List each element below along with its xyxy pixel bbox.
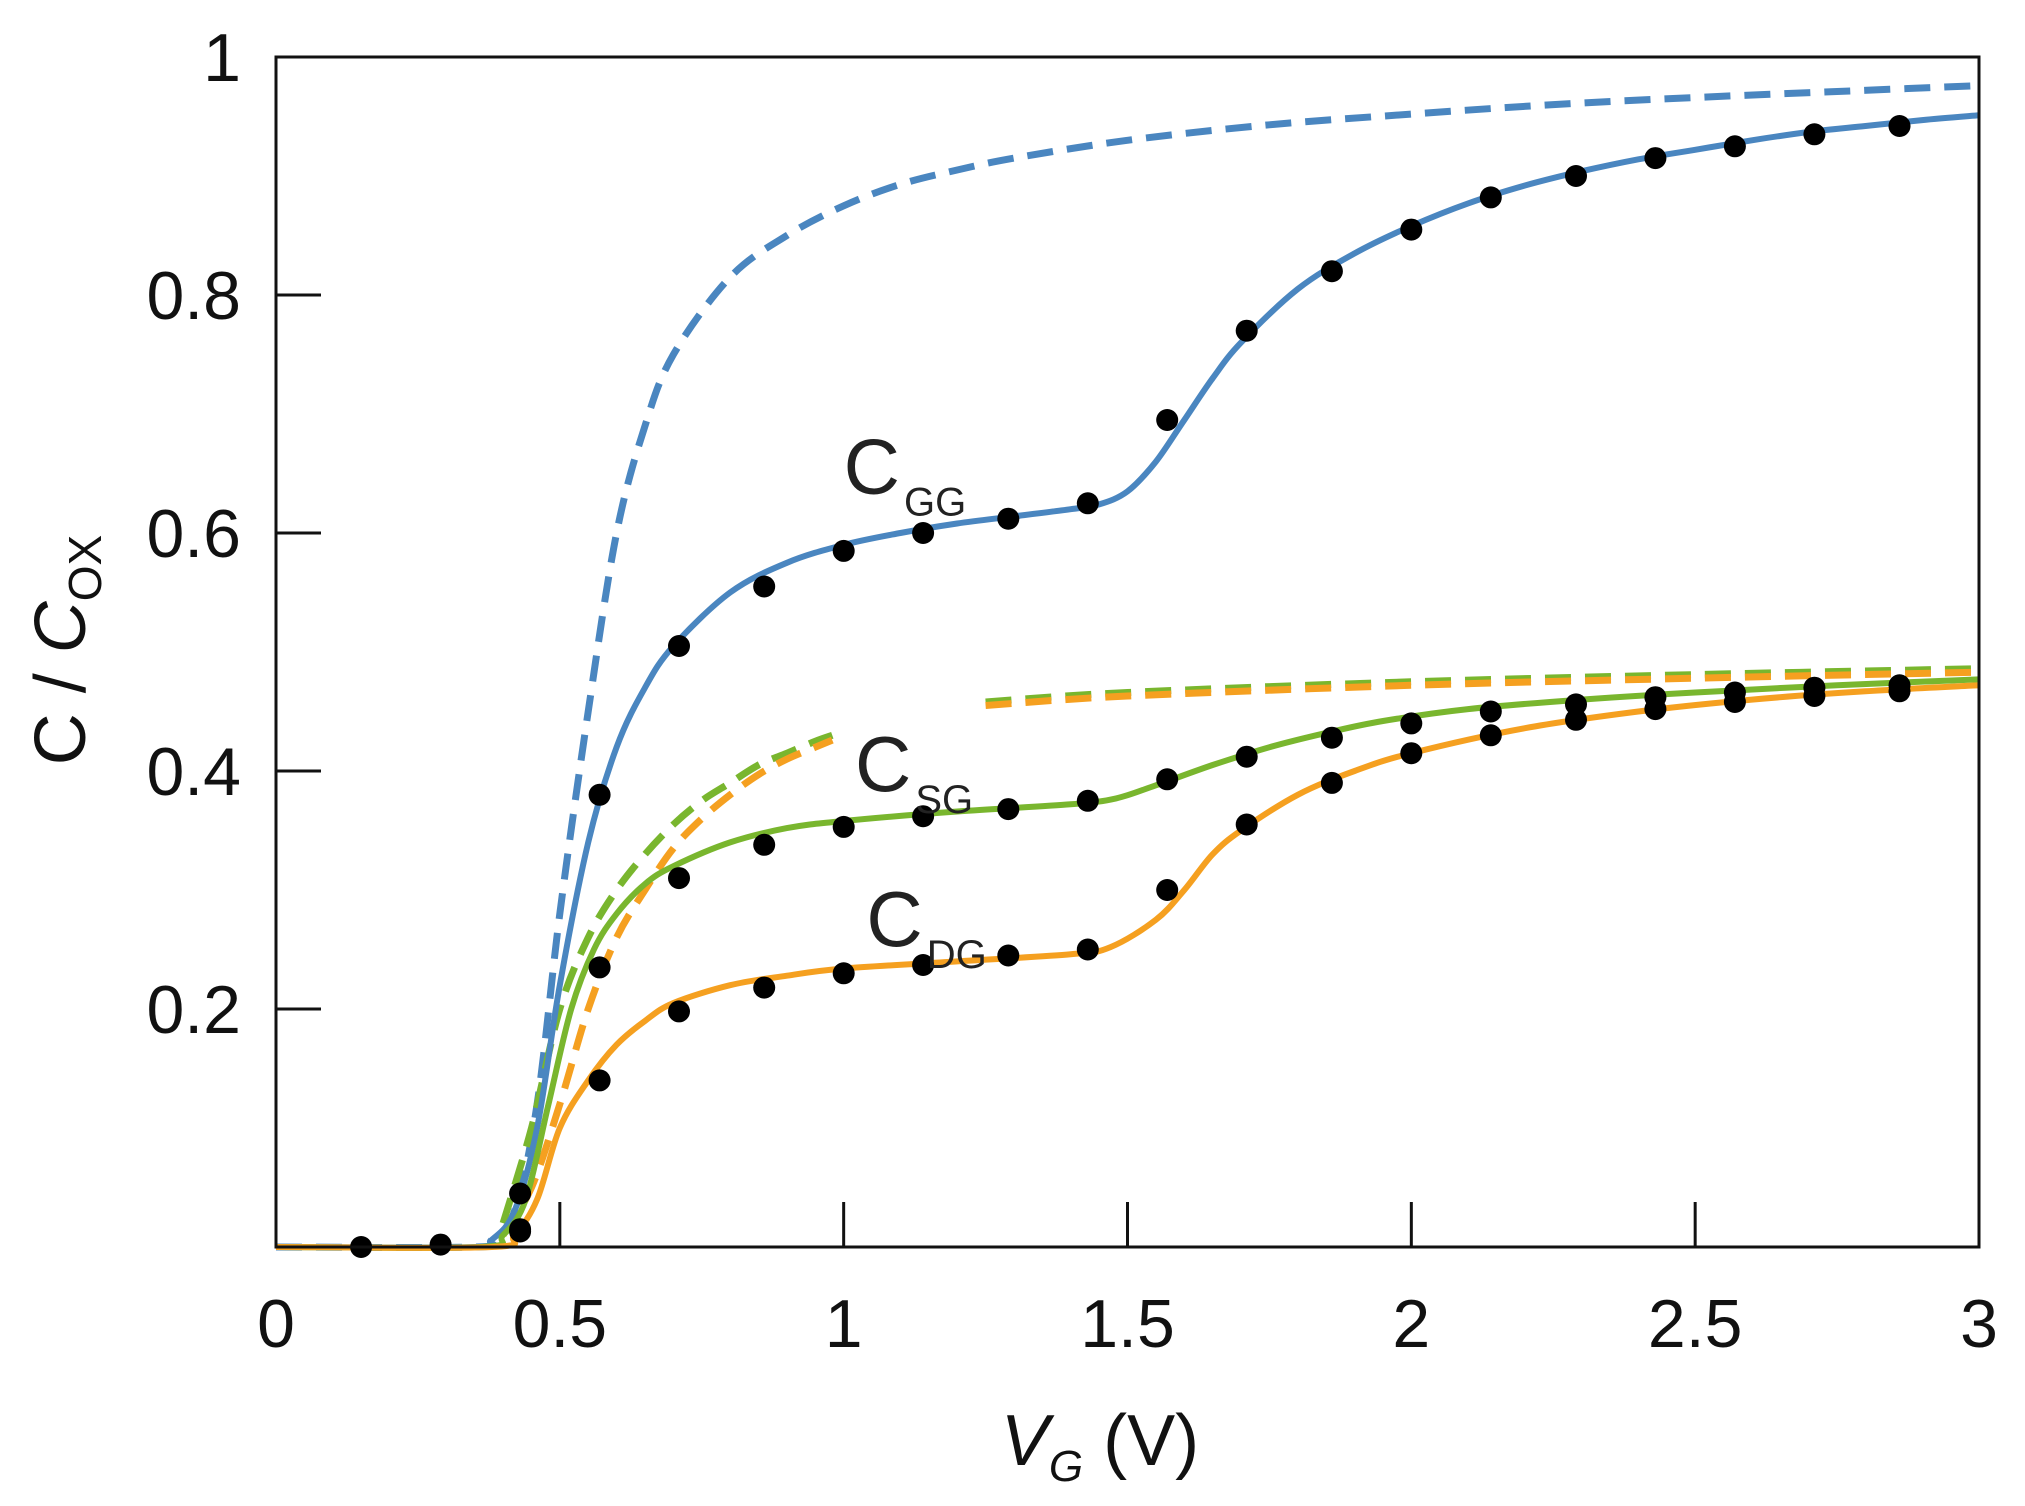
point-cgg-measured-12 xyxy=(1235,319,1258,342)
point-csg-measured-12 xyxy=(1400,712,1423,735)
point-cdg-measured-17 xyxy=(1803,685,1826,707)
point-csg-measured-13 xyxy=(1479,700,1502,723)
curve-annotations: C GGC SGC DG xyxy=(844,423,987,977)
y-tick-label-3: 0.8 xyxy=(146,258,241,334)
point-csg-measured-6 xyxy=(912,805,935,828)
x-axis-title: VG (V) xyxy=(1001,1401,1199,1491)
point-cdg-measured-11 xyxy=(1320,771,1343,794)
point-csg-measured-10 xyxy=(1235,745,1258,768)
curve-label-csg: C SG xyxy=(855,720,973,822)
point-cgg-measured-9 xyxy=(997,507,1020,530)
x-axis-title-space xyxy=(1083,1401,1103,1481)
point-cgg-measured-2 xyxy=(429,1233,452,1256)
point-cgg-measured-4 xyxy=(588,783,611,806)
curve-label-cgg: C GG xyxy=(844,423,967,525)
y-axis-title-sub: OX xyxy=(59,535,111,601)
point-cgg-measured-5 xyxy=(668,635,690,657)
x-tick-label-2: 1 xyxy=(825,1286,863,1362)
x-tick-label-4: 2 xyxy=(1392,1286,1430,1362)
point-csg-measured-9 xyxy=(1156,768,1179,791)
curve-label-main: C xyxy=(855,720,911,808)
point-cdg-measured-7 xyxy=(997,944,1020,967)
series-cdg-model-solid xyxy=(275,682,1980,1251)
point-csg-measured-7 xyxy=(997,798,1020,821)
x-tick-label-0: 0 xyxy=(257,1286,295,1362)
point-csg-measured-4 xyxy=(753,833,776,856)
y-axis: 0.2 0.4 0.6 0.8 1 xyxy=(146,20,321,1048)
y-tick-label-2: 0.6 xyxy=(146,496,241,572)
curve-label-main: C xyxy=(844,423,900,511)
series-cdg-dashed-segment-1 xyxy=(500,736,834,1237)
point-cgg-measured-15 xyxy=(1479,186,1502,209)
plot-area xyxy=(275,82,1980,1258)
point-cdg-measured-5 xyxy=(832,962,855,985)
point-cgg-measured-13 xyxy=(1320,260,1343,283)
point-cdg-measured-3 xyxy=(668,1000,690,1023)
x-axis-title-main: V xyxy=(1001,1401,1055,1481)
x-axis-title-sub: G xyxy=(1049,1442,1083,1491)
y-tick-label-4: 1 xyxy=(203,20,241,96)
point-cdg-measured-10 xyxy=(1235,813,1258,836)
series-cdg-dashed-segment-2 xyxy=(985,668,1980,709)
point-csg-measured-8 xyxy=(1076,789,1099,812)
point-csg-measured-14 xyxy=(1565,693,1587,716)
point-cgg-measured-11 xyxy=(1156,409,1179,431)
curve-label-cdg: C DG xyxy=(866,875,986,977)
point-cdg-measured-9 xyxy=(1156,879,1179,901)
point-cdg-measured-13 xyxy=(1479,724,1502,747)
point-cgg-measured-17 xyxy=(1644,147,1667,170)
point-csg-measured-2 xyxy=(588,956,611,979)
point-csg-measured-11 xyxy=(1320,726,1343,749)
point-cgg-measured-14 xyxy=(1400,218,1423,241)
point-csg-measured-3 xyxy=(668,867,690,890)
x-tick-label-3: 1.5 xyxy=(1080,1286,1175,1362)
point-cgg-measured-20 xyxy=(1888,115,1911,137)
point-cdg-measured-18 xyxy=(1888,680,1911,703)
point-cdg-measured-2 xyxy=(588,1069,611,1092)
curve-label-sub: SG xyxy=(915,778,973,822)
point-cgg-measured-3 xyxy=(509,1182,532,1205)
point-cgg-measured-19 xyxy=(1803,123,1826,146)
point-csg-measured-5 xyxy=(832,815,855,838)
x-tick-label-5: 2.5 xyxy=(1648,1286,1743,1362)
x-tick-label-6: 3 xyxy=(1960,1286,1998,1362)
x-axis: 0 0.5 1 1.5 2 2.5 3 xyxy=(257,1202,1998,1362)
point-cdg-measured-4 xyxy=(753,976,776,999)
point-cdg-measured-15 xyxy=(1644,698,1667,721)
series-csg-model-solid xyxy=(275,676,1980,1251)
point-cdg-measured-8 xyxy=(1076,938,1099,961)
point-cdg-measured-1 xyxy=(509,1220,532,1243)
point-cgg-measured-8 xyxy=(912,522,935,544)
point-cgg-measured-16 xyxy=(1565,165,1587,187)
series-csg-dashed-segment-2 xyxy=(985,665,1980,706)
point-cgg-measured-6 xyxy=(753,575,776,598)
y-axis-title: C / COX xyxy=(21,535,111,765)
point-cdg-measured-14 xyxy=(1565,708,1587,731)
point-cdg-measured-16 xyxy=(1723,691,1746,713)
x-tick-label-1: 0.5 xyxy=(513,1286,608,1362)
y-axis-title-prefix: C / xyxy=(21,653,101,765)
x-axis-title-unit: (V) xyxy=(1103,1401,1199,1481)
y-tick-label-0: 0.2 xyxy=(146,972,241,1048)
point-cgg-measured-10 xyxy=(1076,492,1099,515)
point-cgg-measured-18 xyxy=(1723,135,1746,158)
curve-label-sub: DG xyxy=(927,933,987,977)
y-axis-title-main: C xyxy=(21,600,101,653)
y-tick-label-1: 0.4 xyxy=(146,734,241,810)
point-cgg-measured-7 xyxy=(832,539,855,562)
point-cdg-measured-12 xyxy=(1400,742,1423,765)
curve-label-sub: GG xyxy=(904,481,966,525)
point-cdg-measured-6 xyxy=(912,954,935,976)
curve-label-main: C xyxy=(866,875,922,963)
